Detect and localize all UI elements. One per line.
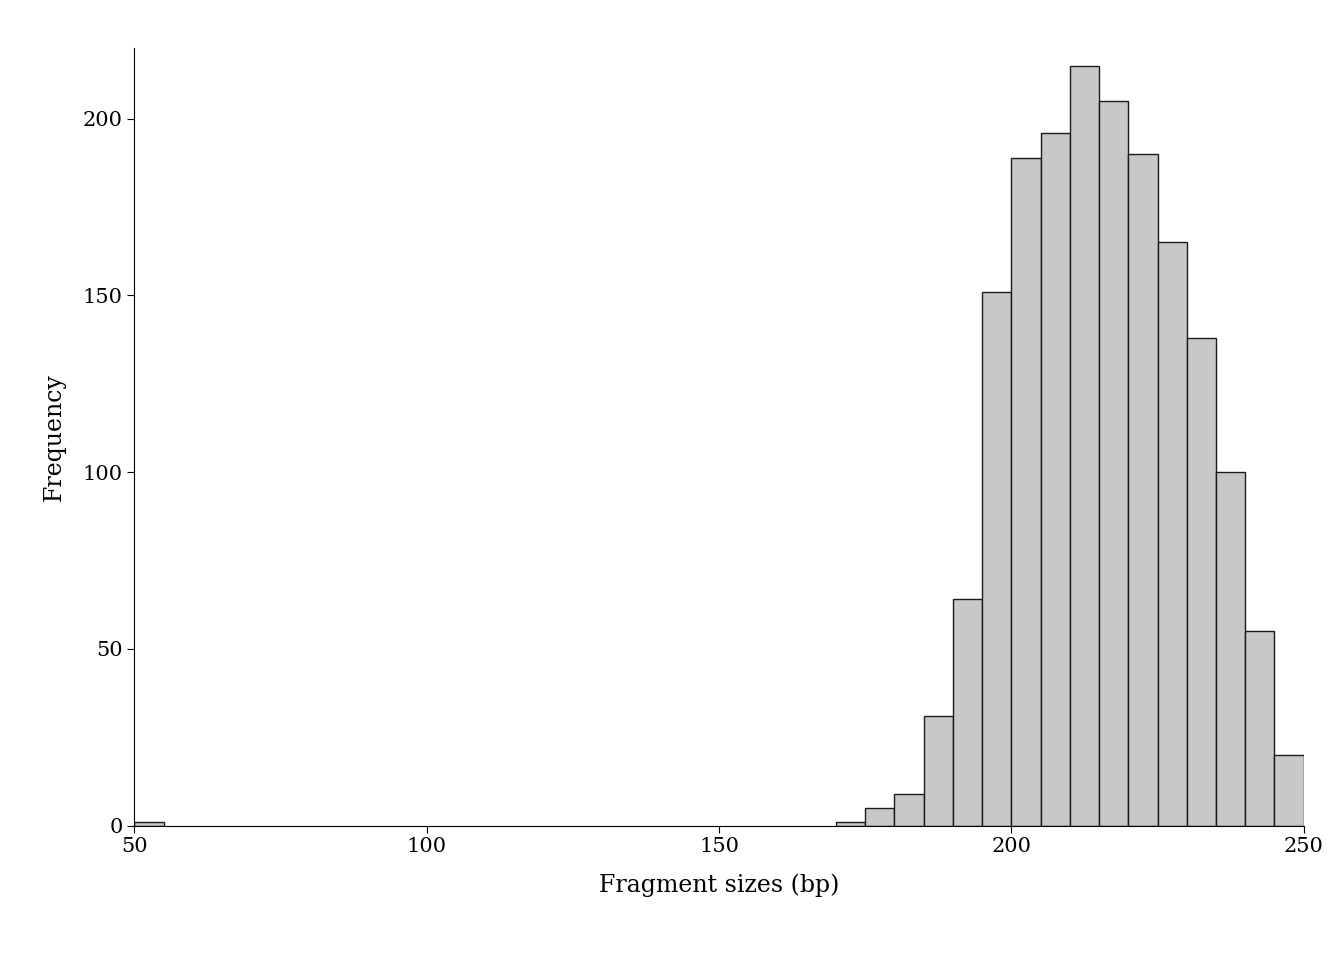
Bar	[895, 794, 923, 826]
Bar	[1099, 101, 1128, 826]
Bar	[1128, 154, 1157, 826]
Bar	[1187, 338, 1216, 826]
Bar	[866, 808, 895, 826]
Bar	[1070, 65, 1099, 826]
Bar	[982, 292, 1011, 826]
Bar	[1157, 242, 1187, 826]
Bar	[1245, 632, 1274, 826]
Bar	[1274, 755, 1304, 826]
Bar	[1040, 132, 1070, 826]
Bar	[1011, 157, 1040, 826]
Bar	[1216, 472, 1245, 826]
Y-axis label: Frequency: Frequency	[43, 372, 66, 501]
Bar	[953, 599, 982, 826]
X-axis label: Fragment sizes (bp): Fragment sizes (bp)	[599, 873, 839, 897]
Bar	[836, 822, 866, 826]
Bar	[134, 822, 164, 826]
Bar	[923, 716, 953, 826]
